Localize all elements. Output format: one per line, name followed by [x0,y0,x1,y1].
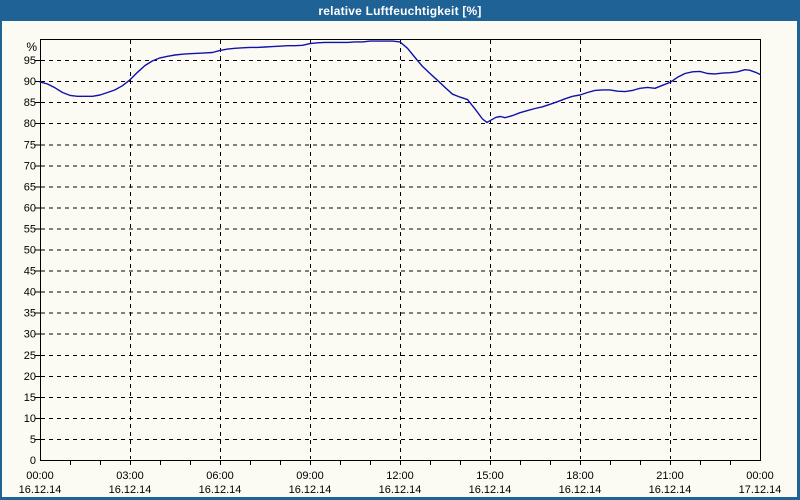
x-axis-time-label: 15:00 [476,470,504,482]
x-axis-date-label: 16.12.14 [469,484,512,496]
humidity-data-line [39,40,761,124]
x-axis-date-label: 16.12.14 [199,484,242,496]
y-axis-label: 15 [24,392,36,404]
x-axis-time-label: 06:00 [206,470,234,482]
y-axis-label: 45 [24,266,36,278]
y-axis-label: 30 [24,329,36,341]
y-axis-label: 70 [24,160,36,172]
y-axis-label: 85 [24,97,36,109]
y-axis-label: 50 [24,245,36,257]
x-axis-date-label: 16.12.14 [289,484,332,496]
x-axis-time-label: 12:00 [386,470,414,482]
x-axis-date-label: 16.12.14 [379,484,422,496]
y-axis-label: 65 [24,181,36,193]
title-bar: relative Luftfeuchtigkeit [%] [0,0,800,21]
chart-title: relative Luftfeuchtigkeit [%] [318,3,482,18]
x-axis-time-label: 03:00 [116,470,144,482]
x-axis-date-label: 16.12.14 [649,484,692,496]
y-axis-label: 0 [30,455,36,467]
x-axis-time-label: 21:00 [656,470,684,482]
y-axis-label: 80 [24,118,36,130]
x-axis-date-label: 17.12.14 [739,484,782,496]
y-axis-label: 55 [24,223,36,235]
y-axis-label: 10 [24,413,36,425]
x-axis-time-label: 00:00 [746,470,774,482]
x-axis-date-label: 16.12.14 [559,484,602,496]
x-axis-time-label: 18:00 [566,470,594,482]
x-axis-date-label: 16.12.14 [19,484,62,496]
y-axis-label: 5 [30,434,36,446]
y-axis-label: 20 [24,371,36,383]
y-axis-label: 75 [24,139,36,151]
y-axis-label: 95 [24,55,36,67]
y-axis-label: 60 [24,202,36,214]
y-axis-unit-label: % [26,40,37,54]
x-axis-date-label: 16.12.14 [109,484,152,496]
y-axis-label: 40 [24,287,36,299]
y-axis-label: 35 [24,308,36,320]
y-axis-label: 25 [24,350,36,362]
x-axis-time-label: 00:00 [26,470,54,482]
y-axis-label: 90 [24,76,36,88]
x-axis-time-label: 09:00 [296,470,324,482]
